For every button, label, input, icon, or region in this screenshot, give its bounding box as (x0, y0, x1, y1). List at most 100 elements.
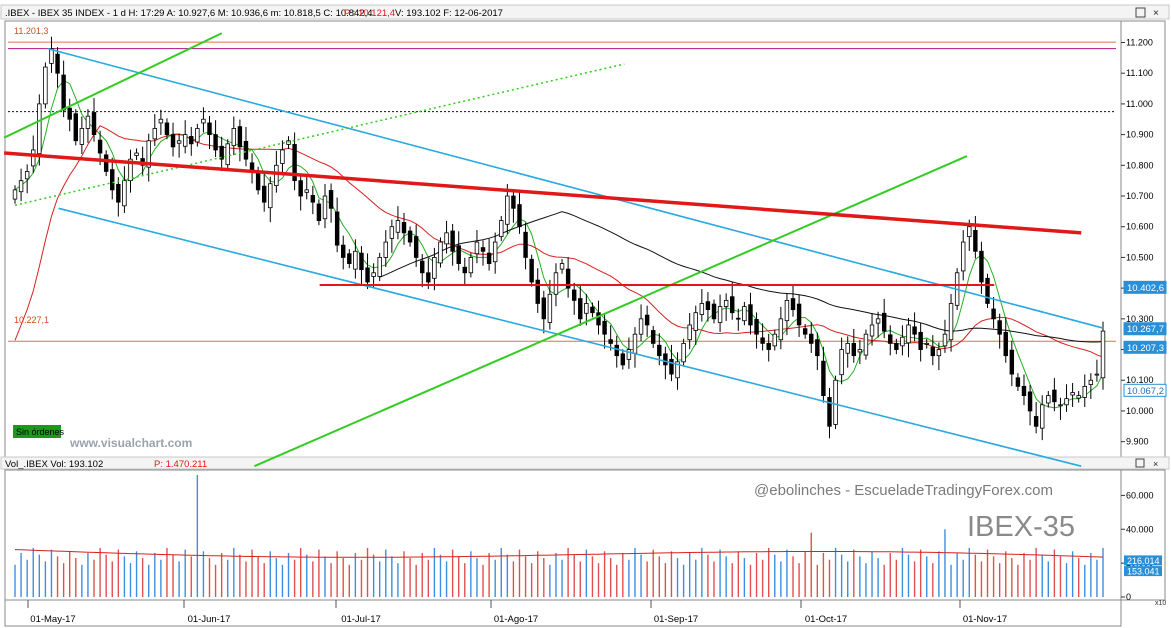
candle-body (900, 336, 905, 347)
header-rest-info: V: 193.102 F: 12-06-2017 (395, 8, 503, 19)
header-main-info: .IBEX - IBEX 35 INDEX - 1 d H: 17:29 A: … (5, 8, 373, 19)
candle-body (37, 103, 42, 155)
x-tick-label: 01-Oct-17 (805, 614, 847, 625)
candle-body (960, 241, 966, 272)
candle-body (924, 342, 929, 345)
candle-body (268, 183, 273, 209)
symbol-label: IBEX-35 (967, 511, 1075, 543)
candle-body (644, 314, 650, 326)
y-tick-label: 11.000 (1126, 99, 1153, 109)
candle-body (383, 241, 388, 258)
candle-body (839, 349, 844, 376)
candle-body (219, 145, 224, 160)
volume-ma-line (14, 549, 1104, 558)
candle-body (316, 203, 322, 221)
candle-body (997, 320, 1002, 335)
candle-body (796, 303, 802, 326)
sin-ordenes-text: Sin órdenes (16, 427, 65, 437)
candle-body (24, 171, 30, 180)
price-panel (4, 20, 1122, 458)
red-trend-line (3, 151, 1082, 235)
candle-body (450, 230, 455, 252)
candle-body (1094, 373, 1100, 376)
volume-window-controls[interactable]: × (1135, 458, 1158, 469)
candle-body (492, 241, 498, 263)
candle-body (1009, 349, 1015, 375)
candle-body (736, 317, 741, 320)
candle-body (401, 222, 407, 234)
candle-body (869, 324, 875, 337)
candle-body (128, 158, 133, 182)
candle-body (110, 169, 115, 191)
candle-body (967, 226, 972, 237)
candle-body (511, 195, 516, 209)
y-tick-label: 10.800 (1126, 160, 1154, 170)
candle-body (638, 318, 644, 335)
candle-body (705, 301, 711, 311)
candle-body (535, 279, 540, 304)
candle-body (930, 346, 936, 357)
candle-body (875, 318, 881, 324)
y-tick-label: 11.100 (1126, 68, 1153, 78)
y-tick-label: 10.300 (1126, 314, 1154, 324)
x-tick-label: 01-Jun-17 (188, 614, 231, 625)
volume-close-icon[interactable]: × (1153, 459, 1158, 469)
candle-body (170, 134, 176, 148)
candle-body (365, 267, 370, 283)
candle-body (462, 266, 468, 274)
candle-body (152, 128, 158, 140)
sin-ordenes-badge (13, 425, 61, 438)
candle-body (565, 268, 571, 289)
vol-tick-label: 40.000 (1126, 524, 1154, 534)
candle-body (626, 349, 632, 360)
y-tick-label: 10.100 (1126, 375, 1154, 385)
candle-body (292, 144, 297, 182)
header-p-label: P : 10.121,4 (344, 8, 395, 19)
x-tick-label: 01-Jul-17 (341, 614, 381, 625)
candle-body (79, 128, 85, 145)
candle-body (353, 250, 358, 270)
candle-body (1052, 389, 1057, 403)
candle-body (669, 358, 674, 375)
price-tag-box (1123, 322, 1167, 336)
candle-body (863, 333, 869, 356)
candle-body (328, 190, 334, 209)
candle-body (821, 360, 826, 396)
candle-body (717, 306, 723, 323)
channel-upper-line (47, 47, 1104, 329)
candle-body (888, 334, 893, 344)
vol-tick-label: 0 (1126, 592, 1131, 602)
candle-body (420, 260, 425, 274)
header-bar (0, 4, 1170, 20)
candle-body (474, 241, 480, 255)
candle-body (432, 257, 437, 279)
window-controls[interactable]: × (1135, 7, 1159, 19)
y-tick-label: 9.900 (1126, 437, 1149, 447)
candle-body (985, 277, 990, 304)
volume-restore-icon[interactable] (1135, 458, 1145, 468)
x-tick-label: 01-May-17 (30, 614, 75, 625)
level-mid-label: 10.227,1 (14, 315, 49, 325)
candle-body (207, 122, 212, 136)
candle-body (614, 344, 619, 357)
candle-body (456, 245, 461, 264)
volume-p-label: P: 1.470.211 (154, 459, 207, 470)
candle-body (1076, 395, 1081, 399)
candle-body (158, 118, 164, 124)
y-tick-label: 10.000 (1126, 406, 1154, 416)
candle-body (334, 211, 340, 246)
price-tag-label: 10.207,3 (1127, 343, 1164, 354)
candle-body (231, 128, 237, 147)
candle-body (182, 134, 188, 147)
candle-body (1070, 392, 1075, 396)
close-icon[interactable]: × (1153, 8, 1159, 19)
candle-body (857, 349, 863, 353)
candle-body (547, 293, 553, 323)
candle-body (693, 312, 698, 331)
volume-axis-panel (1120, 469, 1166, 601)
candle-body (377, 257, 382, 277)
candle-body (815, 339, 820, 357)
price-tag-box (1123, 340, 1167, 354)
candle-body (195, 128, 200, 143)
restore-icon[interactable] (1135, 7, 1146, 18)
